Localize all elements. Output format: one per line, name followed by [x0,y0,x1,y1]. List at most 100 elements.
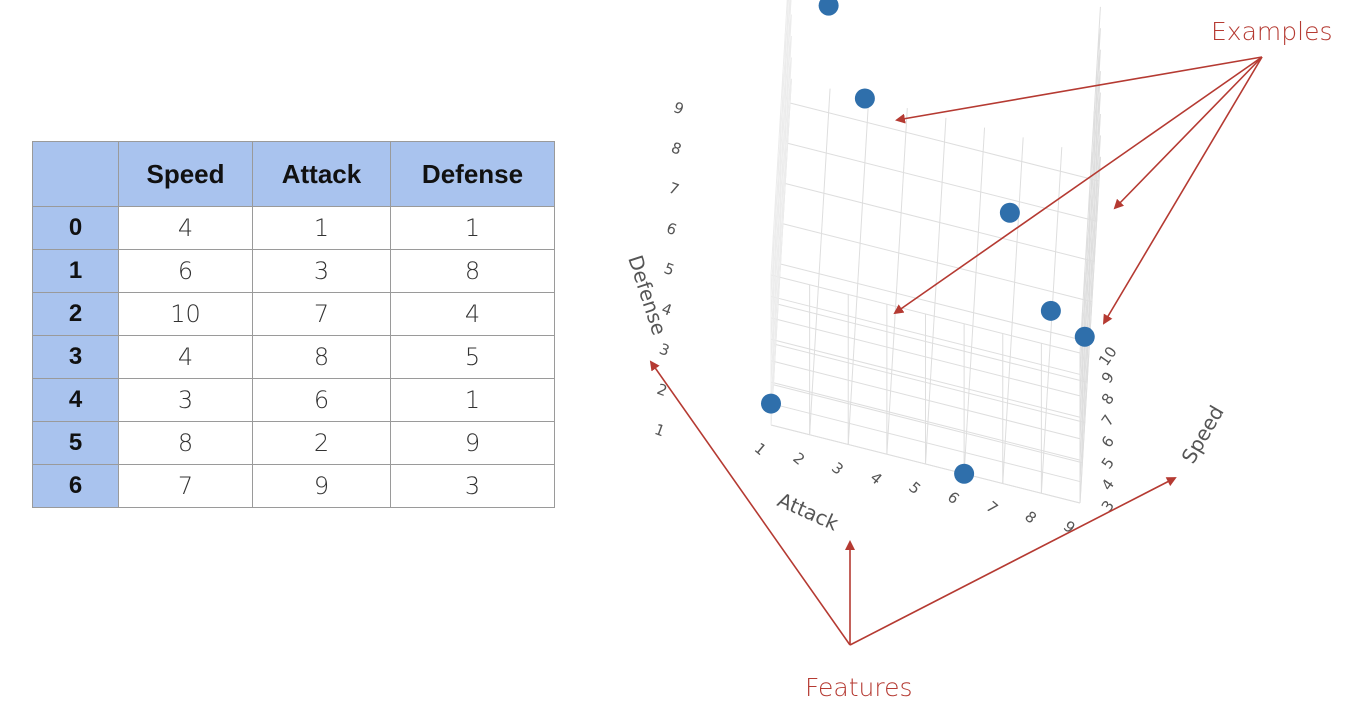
grid-line [770,274,1081,354]
grid-line [1002,137,1024,484]
grid-line [770,0,788,276]
cell-defense: 9 [390,421,555,465]
grid-line [1079,6,1101,354]
header-index [32,141,119,207]
tick-label-defense: 6 [664,219,679,239]
grid-line [780,263,1090,343]
data-point [761,393,781,414]
grid-line [785,183,1095,262]
grid-line [847,98,870,445]
tick-label-attack: 6 [944,488,963,508]
tick-label-attack: 7 [983,498,1002,518]
tick-label-defense: 2 [655,380,670,400]
tick-label-attack: 3 [828,459,847,479]
cell-defense: 3 [390,464,555,508]
cell-speed: 3 [118,378,253,422]
table-row: 6 7 9 3 [32,464,555,508]
grid-line [770,403,1081,483]
tick-label-defense: 7 [666,179,681,199]
tick-label-attack: 5 [905,478,924,498]
row-index: 1 [32,249,119,293]
data-point [1040,300,1061,321]
cell-defense: 1 [390,378,555,422]
grid-line [770,295,1081,375]
tick-label-defense: 8 [669,138,684,158]
grid-line [770,381,1081,461]
row-index: 5 [32,421,119,465]
cell-speed: 10 [118,292,253,336]
features-label: Features [805,673,913,702]
cell-attack: 1 [252,206,391,250]
tick-label-speed: 7 [1098,411,1118,429]
tick-label-defense: 1 [652,420,667,440]
grid-line [963,127,986,474]
row-index: 6 [32,464,119,508]
examples-arrow [893,56,1263,315]
axis-label-attack: Attack [774,488,842,536]
tick-label-speed: 10 [1095,343,1121,369]
features-arrow [649,360,851,646]
grid-line [773,384,1083,464]
tick-label-speed: 6 [1098,433,1118,451]
point-layer [761,0,1095,484]
cell-speed: 4 [118,206,253,250]
axis-label-speed: Speed [1177,401,1229,467]
examples-arrow [1102,56,1263,325]
tick-label-attack: 9 [1060,517,1079,537]
grid-line [770,0,792,340]
data-table: Speed Attack Defense 0 4 1 1 1 6 3 8 2 1… [32,141,555,508]
header-defense: Defense [390,141,555,207]
table-row: 2 10 7 4 [32,292,555,336]
table-row: 4 3 6 1 [32,378,555,422]
data-point [954,463,975,484]
tick-label-defense: 5 [662,259,677,279]
tick-label-attack: 1 [751,439,770,459]
cell-speed: 4 [118,335,253,379]
features-arrow [849,477,1177,646]
grid-line [789,102,1100,182]
grid-line [1079,71,1101,418]
tick-label-attack: 8 [1021,507,1040,527]
data-point [999,202,1020,223]
axis-label-defense: Defense [623,252,671,338]
grid-line [787,142,1097,222]
grid-line [925,117,947,465]
grid-line [778,303,1088,383]
cell-attack: 3 [252,249,391,293]
cell-speed: 7 [118,464,253,508]
table-row: 3 4 8 5 [32,335,555,379]
header-attack: Attack [252,141,391,207]
tick-label-speed: 9 [1098,368,1118,386]
row-index: 0 [32,206,119,250]
row-index: 2 [32,292,119,336]
grid-line [770,424,1081,504]
tick-label-attack: 2 [789,449,808,469]
grid-line [770,338,1081,418]
table-row: 1 6 3 8 [32,249,555,293]
data-point [1074,326,1095,347]
grid-line [770,360,1081,440]
examples-arrow [895,56,1263,124]
table-row: 5 8 2 9 [32,421,555,465]
tick-label-defense: 9 [671,98,686,118]
grid-line [770,35,792,383]
grid-line [1079,92,1101,439]
tick-label-speed: 5 [1098,454,1118,472]
grid-layer [770,0,1101,504]
cell-defense: 4 [390,292,555,336]
tick-label-speed: 4 [1098,476,1118,494]
cell-defense: 8 [390,249,555,293]
grid-line [1079,113,1101,461]
grid-line [809,88,831,435]
data-point [818,0,839,16]
grid-line [782,223,1092,303]
cell-attack: 8 [252,335,391,379]
arrow-layer [649,56,1263,646]
tick-label-speed: 8 [1098,390,1118,408]
examples-arrow [1113,56,1263,210]
grid-line [886,108,908,455]
grid-line [770,14,792,361]
cell-attack: 9 [252,464,391,508]
examples-label: Examples [1211,17,1333,46]
cell-speed: 6 [118,249,253,293]
